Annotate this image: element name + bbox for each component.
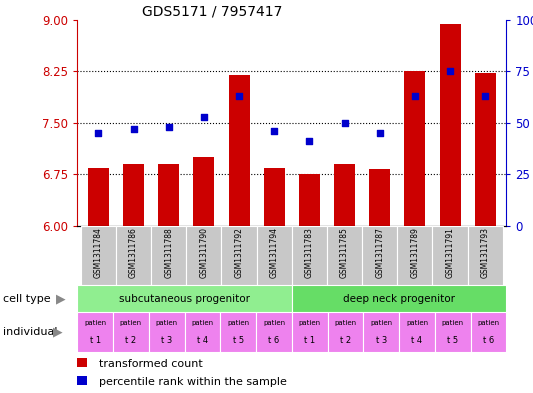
Bar (327, 226, 362, 285)
Point (481, 93, 489, 99)
Bar (184, 312, 220, 352)
Text: t 3: t 3 (376, 336, 387, 345)
Bar (364, 312, 399, 352)
Text: GSM1311791: GSM1311791 (446, 227, 455, 278)
Bar (81, 226, 116, 285)
Point (200, 114, 208, 120)
Point (130, 126, 138, 132)
Bar (158, 164, 179, 226)
Text: GSM1311794: GSM1311794 (270, 227, 279, 278)
Text: ▶: ▶ (53, 325, 63, 339)
Text: patien: patien (120, 320, 142, 327)
Text: subcutaneous progenitor: subcutaneous progenitor (119, 294, 250, 304)
Text: GDS5171 / 7957417: GDS5171 / 7957417 (142, 4, 282, 18)
Point (375, 130, 384, 136)
Bar (475, 73, 496, 226)
Bar (187, 226, 222, 285)
Bar (397, 226, 432, 285)
Text: patien: patien (478, 320, 499, 327)
Text: GSM1311792: GSM1311792 (235, 227, 244, 278)
Bar (257, 226, 292, 285)
Text: t 6: t 6 (268, 336, 280, 345)
Text: deep neck progenitor: deep neck progenitor (343, 294, 455, 304)
Text: t 5: t 5 (232, 336, 244, 345)
Text: patien: patien (191, 320, 214, 327)
Text: t 4: t 4 (197, 336, 208, 345)
Text: GSM1311786: GSM1311786 (129, 227, 138, 278)
Text: patien: patien (370, 320, 392, 327)
Bar (256, 312, 292, 352)
Bar (334, 164, 355, 226)
Text: patien: patien (263, 320, 285, 327)
Bar (467, 226, 503, 285)
Text: patien: patien (334, 320, 357, 327)
Text: t 1: t 1 (90, 336, 101, 345)
Text: GSM1311784: GSM1311784 (94, 227, 103, 278)
Text: transformed count: transformed count (99, 359, 203, 369)
Text: percentile rank within the sample: percentile rank within the sample (99, 377, 286, 387)
Text: t 2: t 2 (125, 336, 136, 345)
Bar (440, 24, 461, 226)
Bar (77, 285, 292, 312)
Bar (328, 312, 364, 352)
Bar (405, 71, 425, 226)
Text: patien: patien (298, 320, 321, 327)
Bar (149, 312, 184, 352)
Bar (399, 312, 435, 352)
Text: patien: patien (227, 320, 249, 327)
Text: GSM1311789: GSM1311789 (410, 227, 419, 278)
Bar (362, 226, 397, 285)
Text: cell type: cell type (3, 294, 50, 304)
Text: GSM1311787: GSM1311787 (375, 227, 384, 278)
Bar (229, 75, 249, 226)
Bar (77, 312, 113, 352)
Text: patien: patien (442, 320, 464, 327)
Text: t 2: t 2 (340, 336, 351, 345)
Bar (222, 226, 257, 285)
Point (410, 93, 419, 99)
Text: patien: patien (84, 320, 106, 327)
Text: t 1: t 1 (304, 336, 315, 345)
Bar (292, 226, 327, 285)
Point (270, 128, 279, 134)
Text: individual: individual (3, 327, 57, 337)
Bar (88, 167, 109, 226)
Bar (116, 226, 151, 285)
Bar (264, 167, 285, 226)
Text: t 5: t 5 (447, 336, 458, 345)
Point (165, 124, 173, 130)
Text: GSM1311788: GSM1311788 (164, 227, 173, 278)
Bar (193, 157, 214, 226)
Bar (113, 312, 149, 352)
Text: GSM1311793: GSM1311793 (481, 227, 490, 278)
Bar (369, 169, 390, 226)
Point (305, 138, 313, 145)
Point (94, 130, 103, 136)
Point (340, 119, 349, 126)
Text: t 6: t 6 (483, 336, 494, 345)
Bar (432, 226, 467, 285)
Point (235, 93, 244, 99)
Bar (435, 312, 471, 352)
Text: t 4: t 4 (411, 336, 423, 345)
Bar (299, 174, 320, 226)
Bar (292, 312, 328, 352)
Bar (292, 285, 506, 312)
Text: GSM1311790: GSM1311790 (199, 227, 208, 278)
Bar (220, 312, 256, 352)
Text: ▶: ▶ (56, 292, 66, 305)
Bar (123, 164, 144, 226)
Bar (471, 312, 506, 352)
Text: GSM1311785: GSM1311785 (340, 227, 349, 278)
Point (446, 68, 454, 74)
Text: t 3: t 3 (161, 336, 172, 345)
Text: patien: patien (156, 320, 177, 327)
Text: patien: patien (406, 320, 428, 327)
Text: GSM1311783: GSM1311783 (305, 227, 314, 278)
Bar (151, 226, 187, 285)
